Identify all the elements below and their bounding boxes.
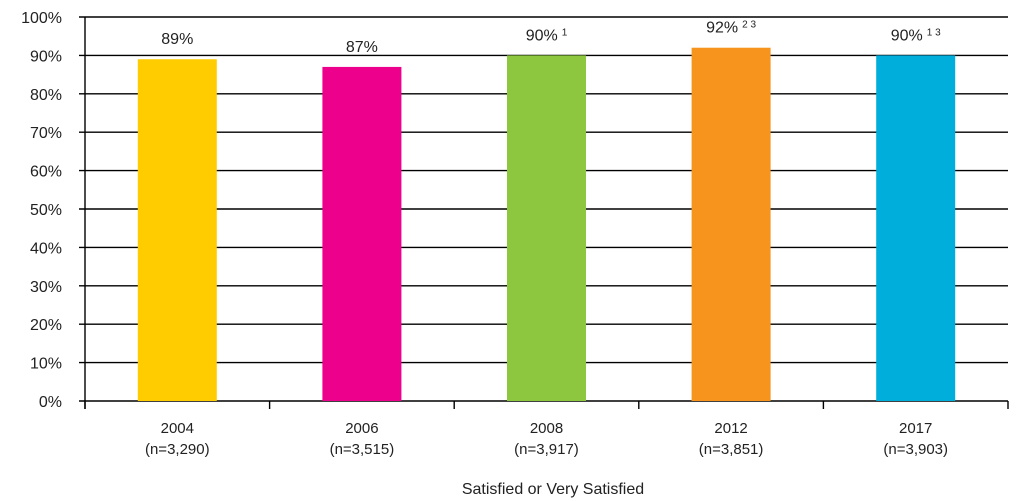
- bar-2006: [322, 66, 402, 402]
- bar-2017: [876, 55, 956, 402]
- y-tick-label: 40%: [30, 240, 62, 257]
- y-tick-label: 50%: [30, 202, 62, 219]
- x-tick-label: 2004: [161, 420, 194, 437]
- y-tick-label: 100%: [21, 10, 62, 27]
- data-label: 92% 2 3: [706, 20, 756, 37]
- footnote-mark: 1: [562, 27, 568, 38]
- y-tick-label: 90%: [30, 48, 62, 65]
- data-label: 87%: [346, 39, 378, 56]
- bars: [137, 47, 956, 402]
- footnote-mark: 1 3: [927, 27, 941, 38]
- x-tick-label: 2012: [714, 420, 747, 437]
- labels: 0% 10% 20% 30% 40% 50% 60% 70% 80% 90% 100% 89% 2004…: [21, 10, 948, 458]
- x-axis-title: Satisfied or Very Satisfied: [462, 481, 644, 498]
- x-tick-sublabel: (n=3,290): [145, 441, 210, 458]
- footnote-mark: 2 3: [742, 20, 756, 31]
- data-label-value: 90%: [526, 27, 558, 44]
- data-label: 89%: [161, 31, 193, 48]
- x-tick-sublabel: (n=3,515): [330, 441, 395, 458]
- x-tick-sublabel: (n=3,851): [699, 441, 764, 458]
- data-label-value: 89%: [161, 31, 193, 48]
- data-label: 90% 1: [526, 27, 568, 44]
- x-tick-label: 2017: [899, 420, 932, 437]
- x-tick-sublabel: (n=3,917): [514, 441, 579, 458]
- x-tick-label: 2008: [530, 420, 563, 437]
- x-tick-sublabel: (n=3,903): [883, 441, 948, 458]
- data-label-value: 87%: [346, 39, 378, 56]
- data-label-value: 90%: [891, 27, 923, 44]
- data-label: 90% 1 3: [891, 27, 941, 44]
- y-tick-label: 80%: [30, 87, 62, 104]
- bar-2008: [507, 55, 586, 402]
- y-tick-label: 20%: [30, 317, 62, 334]
- data-label-value: 92%: [706, 20, 738, 37]
- bar-2004: [137, 59, 217, 402]
- bar-2012: [691, 47, 771, 401]
- y-tick-label: 10%: [30, 356, 62, 373]
- y-tick-label: 60%: [30, 164, 62, 181]
- x-tick-label: 2006: [345, 420, 378, 437]
- axes: [84, 17, 1009, 409]
- y-tick-label: 70%: [30, 125, 62, 142]
- y-tick-label: 0%: [39, 394, 62, 411]
- y-tick-label: 30%: [30, 279, 62, 296]
